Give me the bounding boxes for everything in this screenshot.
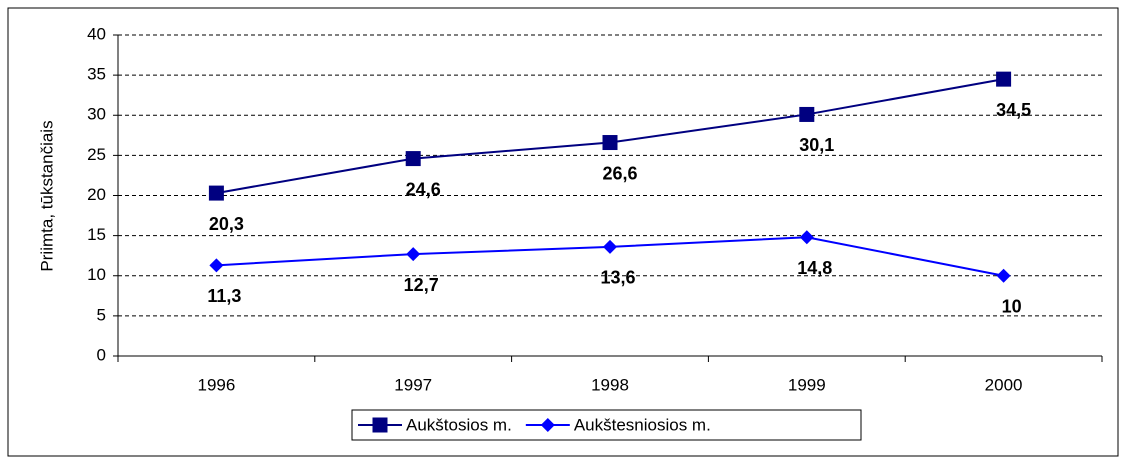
y-axis-label: Priimta, tūkstančiais — [37, 120, 56, 271]
marker — [996, 71, 1012, 87]
y-tick-label: 30 — [87, 105, 106, 124]
y-tick-label: 20 — [87, 185, 106, 204]
data-label: 13,6 — [600, 268, 635, 288]
marker — [372, 417, 388, 433]
marker — [799, 106, 815, 122]
y-tick-label: 10 — [87, 265, 106, 284]
y-tick-label: 35 — [87, 65, 106, 84]
y-tick-label: 5 — [97, 305, 106, 324]
x-tick-label: 2000 — [985, 375, 1023, 394]
marker — [406, 247, 421, 262]
data-label: 12,7 — [404, 275, 439, 295]
legend-label: Aukštosios m. — [406, 415, 512, 434]
x-tick-label: 1996 — [197, 375, 235, 394]
data-label: 30,1 — [799, 135, 834, 155]
data-label: 20,3 — [209, 214, 244, 234]
data-label: 10 — [1002, 297, 1022, 317]
data-label: 11,3 — [207, 286, 241, 306]
marker — [602, 135, 618, 151]
y-tick-label: 0 — [97, 345, 106, 364]
marker — [799, 230, 814, 245]
legend: Aukštosios m. Aukštesniosios m. — [351, 409, 862, 441]
y-tick-label: 25 — [87, 145, 106, 164]
data-label: 34,5 — [996, 100, 1031, 120]
legend-label: Aukštesniosios m. — [574, 415, 711, 434]
marker — [405, 151, 421, 167]
marker — [208, 185, 224, 201]
y-tick-label: 15 — [87, 225, 106, 244]
marker — [540, 418, 555, 432]
legend-box — [351, 409, 862, 441]
y-tick-label: 40 — [87, 24, 106, 43]
data-label: 26,6 — [602, 163, 637, 183]
data-label: 14,8 — [797, 258, 832, 278]
marker — [209, 258, 224, 273]
chart-frame — [7, 7, 1119, 457]
x-tick-label: 1997 — [394, 375, 432, 394]
data-label: 24,6 — [406, 179, 441, 199]
marker — [603, 239, 617, 254]
x-tick-label: 1999 — [788, 375, 826, 394]
x-tick-label: 1998 — [591, 375, 629, 394]
marker — [996, 268, 1011, 283]
